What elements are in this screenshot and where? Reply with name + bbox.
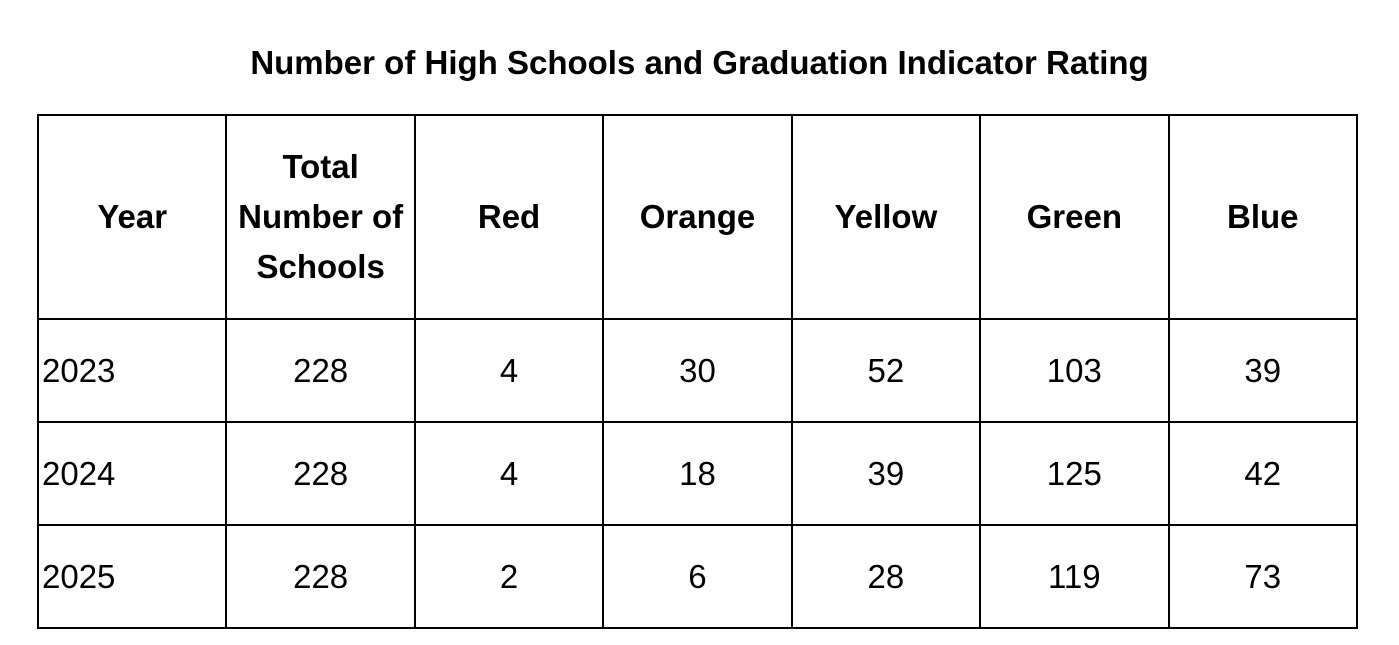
table-cell: 28 — [790, 524, 982, 629]
table-cell: 39 — [1167, 318, 1359, 423]
table-cell: 228 — [225, 421, 416, 526]
data-table: Year Total Number of Schools Red Orange Yell… — [36, 114, 1359, 629]
table-cell: 39 — [790, 421, 982, 526]
table-cell: 4 — [413, 318, 605, 423]
table-row: 2024 228 4 18 39 125 42 — [36, 421, 1359, 526]
header-cell: Green — [979, 114, 1170, 320]
header-cell: Orange — [602, 114, 793, 320]
table-cell: 119 — [979, 524, 1170, 629]
table-cell: 30 — [602, 318, 793, 423]
header-cell: Red — [413, 114, 605, 320]
table-cell: 73 — [1167, 524, 1359, 629]
table-cell: 228 — [225, 524, 416, 629]
table-cell: 42 — [1167, 421, 1359, 526]
table-cell: 18 — [602, 421, 793, 526]
table-cell: 228 — [225, 318, 416, 423]
table-cell: 2 — [413, 524, 605, 629]
table-cell: 2025 — [36, 524, 228, 629]
table-title: Number of High Schools and Graduation In… — [250, 44, 1149, 81]
header-cell: Year — [36, 114, 228, 320]
header-cell: Blue — [1167, 114, 1359, 320]
header-row: Year Total Number of Schools Red Orange Yell… — [36, 114, 1359, 320]
table-cell: 2024 — [36, 421, 228, 526]
table-cell: 6 — [602, 524, 793, 629]
table-cell: 52 — [790, 318, 982, 423]
header-cell: Yellow — [790, 114, 982, 320]
table-row: 2023 228 4 30 52 103 39 — [36, 318, 1359, 423]
table-cell: 2023 — [36, 318, 228, 423]
header-cell: Total Number of Schools — [225, 114, 416, 320]
table-row: 2025 228 2 6 28 119 73 — [36, 524, 1359, 629]
table-body: 2023 228 4 30 52 103 39 2024 228 4 18 39 125 42 2025 22… — [36, 318, 1359, 629]
table-cell: 125 — [979, 421, 1170, 526]
table-cell: 4 — [413, 421, 605, 526]
table-cell: 103 — [979, 318, 1170, 423]
